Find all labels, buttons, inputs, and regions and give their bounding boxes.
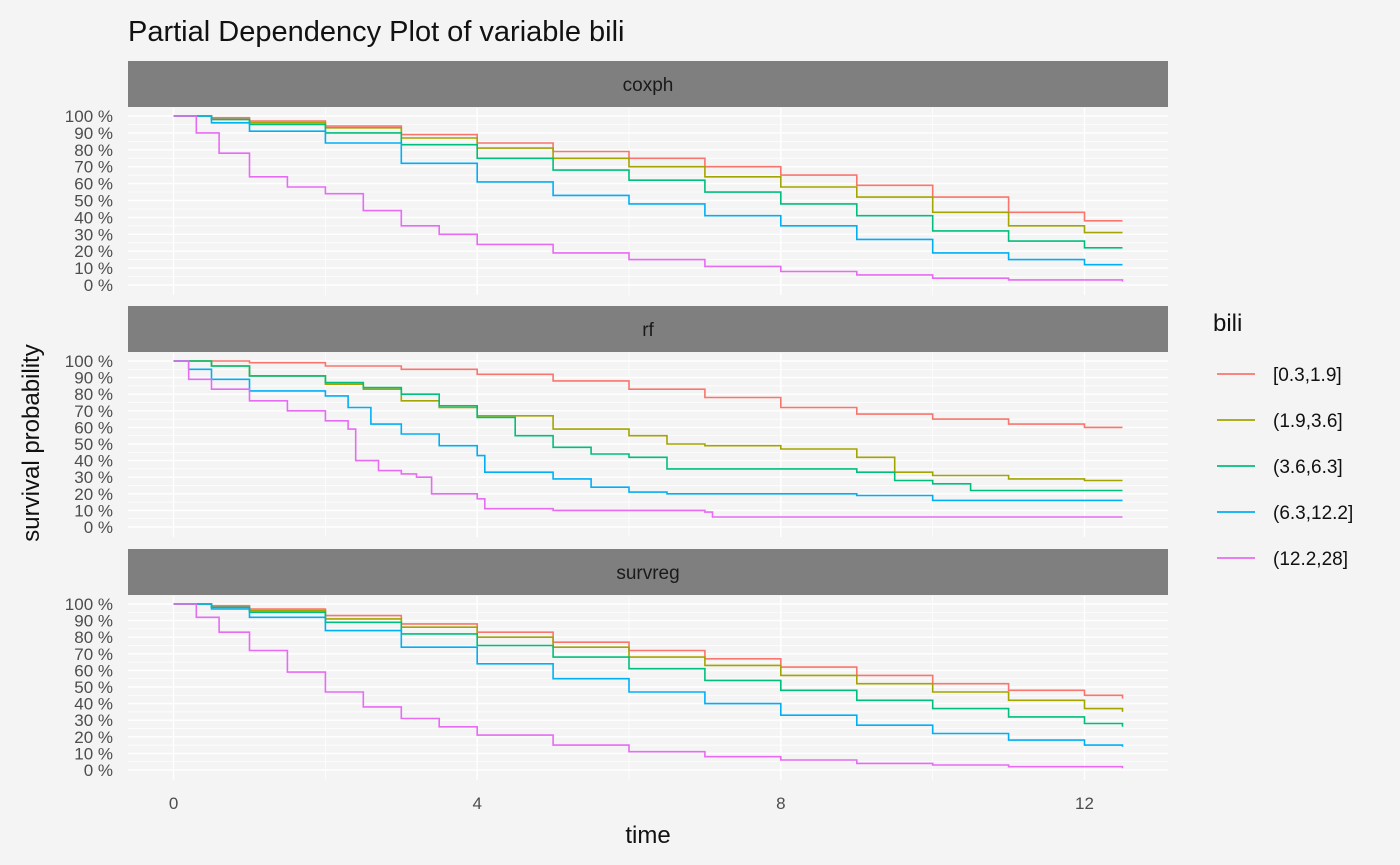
- legend-item: [0.3,1.9]: [1217, 365, 1342, 386]
- series-line-survreg-2: [173, 603, 1124, 727]
- y-tick-label: 70 %: [74, 402, 113, 421]
- legend-item: (6.3,12.2]: [1217, 503, 1353, 524]
- y-tick-label: 90 %: [74, 124, 113, 143]
- legend-label: (1.9,3.6]: [1273, 411, 1343, 432]
- y-tick-label: 90 %: [74, 612, 113, 631]
- series-line-rf-0: [173, 360, 1123, 429]
- y-tick-label: 10 %: [74, 259, 113, 278]
- y-tick-label: 0 %: [84, 276, 113, 295]
- series-line-coxph-0: [173, 115, 1123, 222]
- y-tick-label: 30 %: [74, 225, 113, 244]
- panel-rf: rf 0 %10 %20 %30 %40 %50 %60 %70 %80 %90 …: [65, 306, 1168, 537]
- y-tick-label: 60 %: [74, 175, 113, 194]
- y-tick-label: 20 %: [74, 485, 113, 504]
- panel-coxph: coxph 0 %10 %20 %30 %40 %50 %60 %70 %80 %…: [65, 61, 1168, 295]
- y-tick-label: 80 %: [74, 385, 113, 404]
- y-tick-label: 0 %: [84, 761, 113, 780]
- y-tick-label: 100 %: [65, 107, 113, 126]
- y-tick-label: 10 %: [74, 744, 113, 763]
- y-tick-label: 80 %: [74, 141, 113, 160]
- y-tick-label: 10 %: [74, 501, 113, 520]
- series-line-rf-4: [173, 360, 1123, 518]
- x-tick-label: 0: [169, 794, 178, 813]
- y-tick-label: 30 %: [74, 468, 113, 487]
- x-tick-label: 8: [776, 794, 785, 813]
- y-tick-label: 20 %: [74, 728, 113, 747]
- strip-label-coxph: coxph: [623, 75, 674, 96]
- strip-coxph: [128, 61, 1168, 107]
- y-tick-label: 50 %: [74, 192, 113, 211]
- y-tick-label: 80 %: [74, 628, 113, 647]
- x-tick-label: 12: [1075, 794, 1094, 813]
- series-line-rf-3: [173, 360, 1123, 502]
- y-tick-label: 60 %: [74, 418, 113, 437]
- series-line-survreg-0: [173, 603, 1124, 699]
- legend-item: (3.6,6.3]: [1217, 457, 1343, 478]
- x-axis-title: time: [625, 822, 670, 849]
- y-tick-label: 70 %: [74, 158, 113, 177]
- strip-rf: [128, 306, 1168, 352]
- legend: [0.3,1.9] (1.9,3.6] (3.6,6.3] (6.3,12.2] (12…: [1217, 365, 1353, 570]
- y-tick-label: 20 %: [74, 242, 113, 261]
- series-line-survreg-3: [173, 603, 1124, 747]
- strip-label-survreg: survreg: [616, 563, 679, 584]
- legend-label: (12.2,28]: [1273, 549, 1348, 570]
- legend-label: (3.6,6.3]: [1273, 457, 1343, 478]
- y-tick-label: 40 %: [74, 452, 113, 471]
- y-tick-label: 100 %: [65, 352, 113, 371]
- y-tick-label: 50 %: [74, 435, 113, 454]
- series-line-rf-2: [173, 360, 1123, 492]
- legend-item: (12.2,28]: [1217, 549, 1348, 570]
- panel-survreg: survreg 0 %10 %20 %30 %40 %50 %60 %70 %80…: [65, 549, 1168, 780]
- x-tick-label: 4: [472, 794, 481, 813]
- y-tick-label: 70 %: [74, 645, 113, 664]
- y-tick-label: 40 %: [74, 208, 113, 227]
- strip-survreg: [128, 549, 1168, 595]
- legend-title: bili: [1213, 310, 1242, 337]
- legend-item: (1.9,3.6]: [1217, 411, 1343, 432]
- series-line-coxph-2: [173, 115, 1123, 249]
- chart-title: Partial Dependency Plot of variable bili: [128, 16, 625, 48]
- y-tick-label: 0 %: [84, 518, 113, 537]
- series-line-rf-1: [173, 360, 1123, 482]
- y-axis-title: survival probability: [18, 344, 45, 541]
- series-line-coxph-1: [173, 115, 1123, 234]
- y-tick-label: 90 %: [74, 369, 113, 388]
- y-tick-label: 100 %: [65, 595, 113, 614]
- legend-label: [0.3,1.9]: [1273, 365, 1342, 386]
- y-tick-label: 60 %: [74, 661, 113, 680]
- legend-label: (6.3,12.2]: [1273, 503, 1353, 524]
- series-line-coxph-4: [173, 115, 1124, 282]
- series-line-coxph-3: [173, 115, 1123, 266]
- x-axis: 0 4 8 12: [169, 794, 1094, 813]
- y-tick-label: 50 %: [74, 678, 113, 697]
- y-tick-label: 30 %: [74, 711, 113, 730]
- series-line-survreg-4: [173, 603, 1124, 769]
- strip-label-rf: rf: [642, 320, 654, 341]
- y-tick-label: 40 %: [74, 695, 113, 714]
